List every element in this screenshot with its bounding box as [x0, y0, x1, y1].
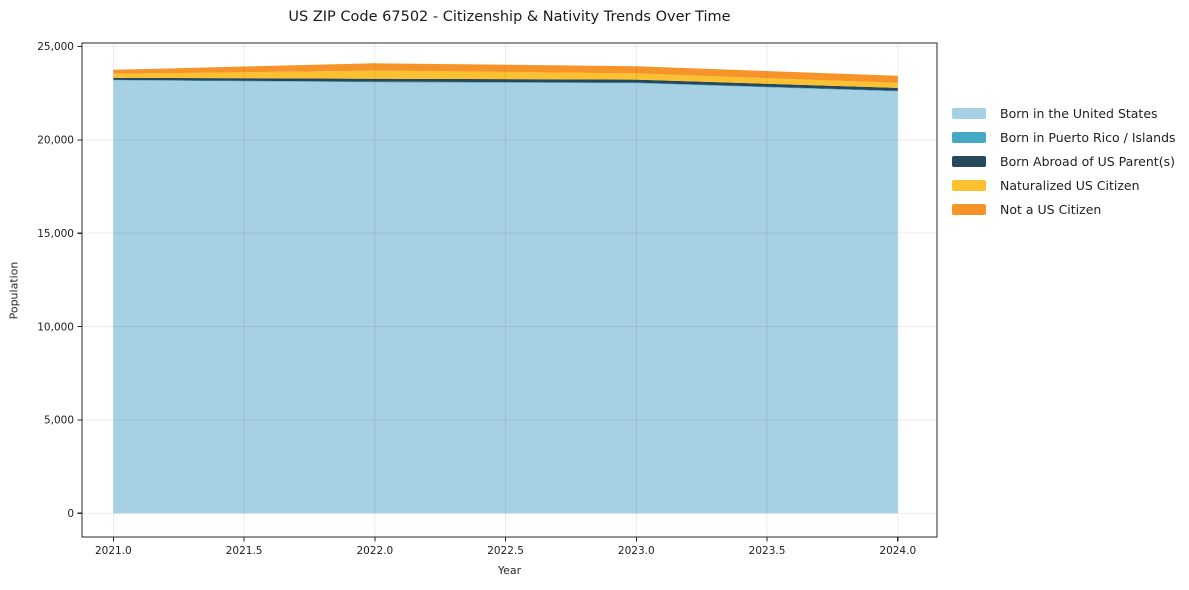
area-not-a-us-citizen: [113, 63, 898, 83]
x-tick-label: 2022.5: [487, 545, 524, 557]
y-tick-label: 10,000: [37, 321, 74, 333]
legend-item-born-in-puerto-rico-islands: Born in Puerto Rico / Islands: [952, 125, 1176, 149]
y-tick-label: 20,000: [37, 135, 74, 147]
legend-swatch: [952, 179, 986, 191]
legend-item-born-abroad-of-us-parent-s: Born Abroad of US Parent(s): [952, 149, 1176, 173]
chart-title: US ZIP Code 67502 - Citizenship & Nativi…: [288, 9, 731, 25]
legend-label: Not a US Citizen: [1000, 201, 1102, 217]
legend-swatch: [952, 155, 986, 167]
y-tick-label: 25,000: [37, 41, 74, 53]
x-tick-label: 2021.0: [95, 545, 132, 557]
legend-item-not-a-us-citizen: Not a US Citizen: [952, 197, 1176, 221]
legend-label: Born Abroad of US Parent(s): [1000, 153, 1175, 169]
legend-swatch: [952, 203, 986, 215]
y-tick-label: 0: [67, 508, 74, 520]
x-tick-label: 2022.0: [356, 545, 393, 557]
legend-label: Naturalized US Citizen: [1000, 177, 1140, 193]
y-axis-label: Population: [7, 261, 21, 320]
legend-swatch: [952, 131, 986, 143]
legend-item-born-in-the-united-states: Born in the United States: [952, 101, 1176, 125]
area-born-in-the-united-states: [113, 80, 898, 514]
area-naturalized-us-citizen: [113, 70, 898, 88]
x-tick-label: 2023.5: [749, 545, 786, 557]
y-tick-label: 5,000: [44, 415, 74, 427]
legend-item-naturalized-us-citizen: Naturalized US Citizen: [952, 173, 1176, 197]
legend-swatch: [952, 107, 986, 119]
y-tick-label: 15,000: [37, 228, 74, 240]
x-tick-label: 2024.0: [879, 545, 916, 557]
area-born-in-puerto-rico-islands: [113, 79, 898, 92]
legend-label: Born in the United States: [1000, 105, 1158, 121]
x-axis-label: Year: [497, 564, 522, 577]
x-tick-label: 2023.0: [618, 545, 655, 557]
x-tick-label: 2021.5: [226, 545, 263, 557]
legend-label: Born in Puerto Rico / Islands: [1000, 129, 1176, 145]
plot-border: [81, 42, 938, 538]
legend: Born in the United States Born in Puerto …: [952, 101, 1176, 221]
area-born-abroad-of-us-parent-s: [113, 77, 898, 91]
